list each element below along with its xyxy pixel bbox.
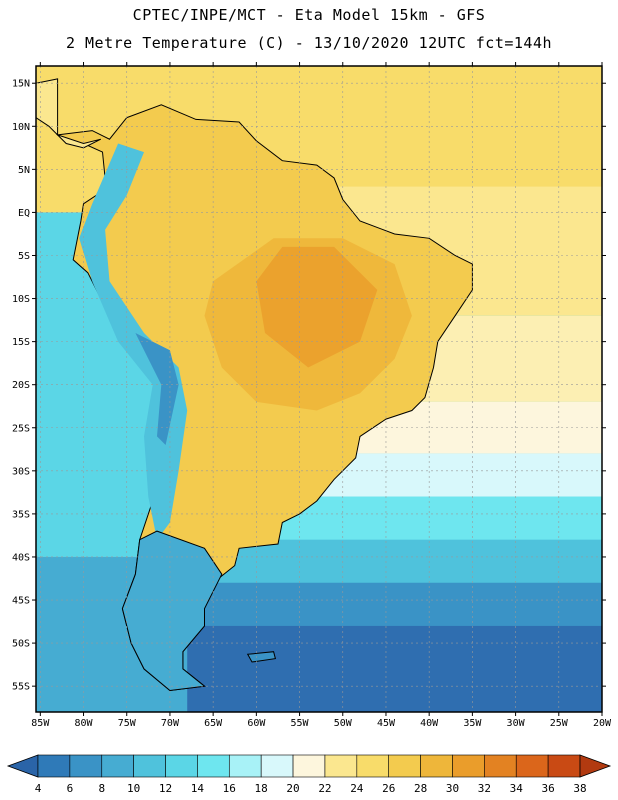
- colorbar-label: 26: [382, 782, 395, 795]
- map-title-line-1: CPTEC/INPE/MCT - Eta Model 15km - GFS: [132, 6, 486, 24]
- map-title-line-2: 2 Metre Temperature (C) - 13/10/2020 12U…: [65, 34, 553, 52]
- lon-label: 85W: [31, 718, 50, 729]
- central-america: [36, 78, 102, 149]
- colorbar-label: 20: [286, 782, 299, 795]
- lon-label: 80W: [74, 718, 93, 729]
- colorbar-label: 6: [67, 782, 74, 795]
- colorbar-label: 38: [573, 782, 586, 795]
- colorbar-box: [292, 754, 326, 778]
- colorbar-box: [324, 754, 358, 778]
- lon-label: 60W: [247, 718, 266, 729]
- colorbar-label: 8: [98, 782, 105, 795]
- lat-label: 45S: [12, 596, 30, 607]
- colorbar-label: 30: [446, 782, 459, 795]
- colorbar-box: [452, 754, 485, 778]
- lon-label: 20W: [593, 718, 612, 729]
- atlantic-band: [187, 625, 602, 712]
- longitude-axis: 85W 80W 75W 70W 65W 60W 55W 50W 45W 40W 35W 30W 25W 2…: [31, 62, 612, 729]
- colorbar-label: 36: [541, 782, 554, 795]
- colorbar-label: 16: [223, 782, 236, 795]
- lon-label: 30W: [507, 718, 526, 729]
- lat-label: 15N: [12, 79, 30, 90]
- lat-label: 40S: [12, 552, 30, 563]
- lon-label: 40W: [420, 718, 439, 729]
- lat-label: 5S: [18, 251, 30, 262]
- colorbar-box: [165, 754, 198, 778]
- colorbar-box: [484, 754, 517, 778]
- colorbar-box: [420, 754, 453, 778]
- colorbar-label: 4: [35, 782, 42, 795]
- lat-label: 10N: [12, 122, 30, 133]
- lon-label: 70W: [161, 718, 180, 729]
- colorbar-box: [101, 754, 134, 778]
- colorbar-label: 12: [159, 782, 172, 795]
- hottest-interior: [256, 246, 378, 368]
- temperature-field: [36, 53, 602, 712]
- lon-label: 25W: [550, 718, 569, 729]
- colorbar-label: 28: [414, 782, 427, 795]
- lat-label: 15S: [12, 337, 30, 348]
- colorbar-box: [69, 754, 103, 778]
- lat-label: EQ: [18, 208, 30, 219]
- lon-label: 45W: [377, 718, 396, 729]
- colorbar-box: [547, 754, 581, 778]
- andes-cold-strip: [79, 143, 188, 540]
- colorbar-label: 32: [478, 782, 491, 795]
- colorbar-box: [388, 754, 421, 778]
- lat-label: 35S: [12, 509, 30, 520]
- lon-label: 65W: [204, 718, 223, 729]
- colorbar-min-arrow: [6, 754, 39, 778]
- colorbar-box: [37, 754, 71, 778]
- colorbar-label: 10: [127, 782, 140, 795]
- colorbar-box: [228, 754, 262, 778]
- colorbar-box: [356, 754, 390, 778]
- lat-label: 5N: [18, 165, 30, 176]
- andes-coldest: [135, 333, 179, 445]
- lat-label: 50S: [12, 639, 30, 650]
- colorbar-label: 34: [510, 782, 524, 795]
- colorbar-box: [197, 754, 230, 778]
- colorbar: 4 6 8 10 12 14 16 18 20 22 24 26 28 30 32 34 36 38: [6, 754, 612, 795]
- lat-label: 30S: [12, 466, 30, 477]
- latitude-axis: 15N 10N 5N EQ 5S 10S 15S 20S 25S 30S 35S 40S 45S 50S 5…: [12, 79, 606, 693]
- lat-label: 55S: [12, 682, 30, 693]
- lat-label: 10S: [12, 294, 30, 305]
- patagonia-cold: [121, 530, 223, 692]
- colorbar-label: 14: [191, 782, 205, 795]
- lon-label: 55W: [291, 718, 310, 729]
- falkland-islands: [246, 651, 277, 663]
- colorbar-label: 24: [350, 782, 364, 795]
- map-frame: [35, 65, 603, 713]
- lat-label: 25S: [12, 423, 30, 434]
- colorbar-box: [260, 754, 294, 778]
- colorbar-box: [133, 754, 166, 778]
- colorbar-label: 18: [255, 782, 268, 795]
- lon-label: 50W: [334, 718, 353, 729]
- lat-lon-gridlines: [36, 66, 602, 712]
- lon-label: 75W: [118, 718, 137, 729]
- colorbar-max-arrow: [579, 754, 612, 778]
- caribbean-island: [127, 53, 183, 62]
- atlantic-band: [187, 582, 602, 626]
- colorbar-label: 22: [318, 782, 331, 795]
- lat-label: 20S: [12, 380, 30, 391]
- colorbar-box: [515, 754, 549, 778]
- lon-label: 35W: [463, 718, 482, 729]
